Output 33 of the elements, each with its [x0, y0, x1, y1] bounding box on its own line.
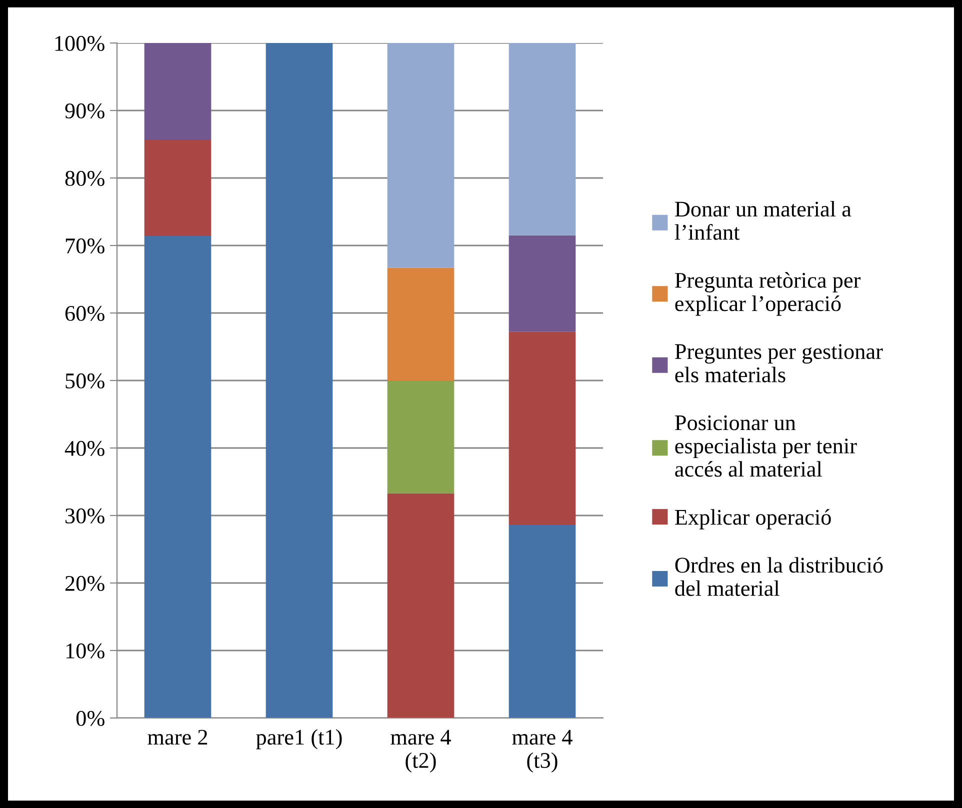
bar	[266, 43, 333, 718]
y-tick-label: 60%	[65, 306, 104, 321]
legend-label: Ordres en la distribució del material	[675, 557, 883, 596]
bar	[508, 235, 576, 332]
y-tick-label: 50%	[66, 373, 104, 388]
x-tick-label: mare 2	[148, 730, 208, 745]
bar	[508, 332, 576, 525]
x-tick-label: mare 4 (t2)	[390, 730, 451, 772]
bar	[144, 43, 212, 140]
bar	[508, 43, 576, 236]
y-tick-label: 30%	[66, 508, 104, 524]
x-tick-label: pare1 (t1)	[256, 729, 342, 750]
y-tick-label: 80%	[65, 170, 104, 186]
y-tick-label: 90%	[65, 103, 104, 118]
bar	[508, 524, 576, 718]
y-tick-label: 10%	[66, 643, 104, 658]
y-tick-label: 20%	[65, 576, 104, 591]
bar	[387, 268, 454, 380]
legend-label: Pregunta retòrica per explicar l’operació	[675, 272, 861, 316]
bar	[387, 380, 454, 494]
bar	[387, 493, 454, 718]
y-tick-label: 40%	[64, 440, 104, 456]
bar	[144, 236, 212, 718]
bar	[144, 140, 212, 236]
y-tick-label: 0%	[76, 710, 104, 726]
legend-label: Explicar operació	[675, 509, 831, 530]
legend-label: Posicionar un especialista per tenir accés al material	[675, 415, 857, 477]
bar	[387, 43, 454, 268]
y-tick-label: 70%	[66, 238, 104, 254]
legend-label: Donar un material a l’infant	[674, 201, 852, 240]
y-tick-label: 100%	[55, 36, 104, 51]
x-tick-label: mare 4 (t3)	[512, 730, 572, 772]
legend-label: Preguntes per gestionar els materials	[675, 344, 883, 382]
